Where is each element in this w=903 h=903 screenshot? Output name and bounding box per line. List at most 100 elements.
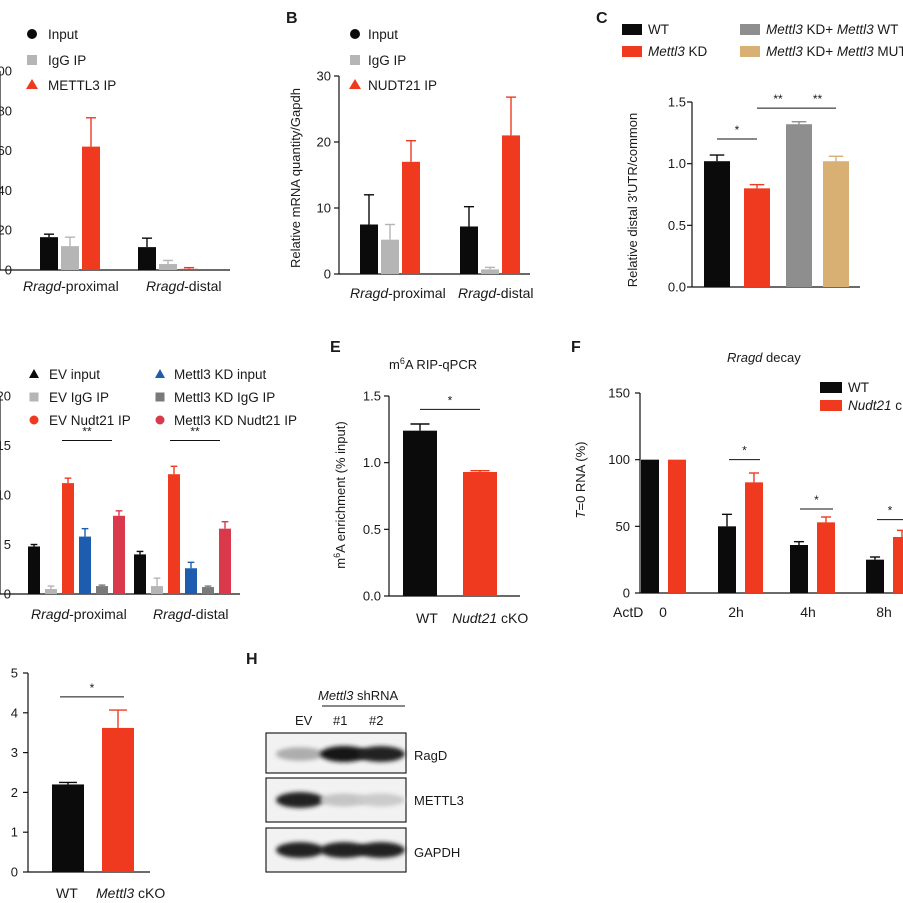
legend-swatch bbox=[740, 46, 760, 57]
panel-g: 0 1 2 3 4 5 * WT Mettl3 cKO bbox=[11, 666, 166, 902]
bar-1 bbox=[102, 727, 134, 872]
y-tick-label: 1.5 bbox=[668, 95, 686, 110]
bar-wt bbox=[866, 559, 884, 593]
legend-swatch bbox=[820, 382, 842, 393]
panel-c-bars: *** ** bbox=[692, 92, 860, 288]
panel-b-bars bbox=[339, 96, 530, 275]
bar-wt bbox=[718, 526, 736, 593]
blot-header: Mettl3 shRNA bbox=[318, 688, 399, 703]
panel-e-y-label: m6A enrichment (% input) bbox=[332, 421, 348, 568]
panel-f-title: Rragd decay bbox=[727, 350, 801, 365]
y-tick-label: 10 bbox=[0, 488, 11, 503]
significance-marker: ** bbox=[813, 92, 823, 106]
blot-band bbox=[320, 842, 368, 858]
bar-input bbox=[40, 237, 58, 270]
panel-a-y-axis: 020406080100 bbox=[0, 64, 12, 278]
legend-label-part: WT bbox=[848, 380, 869, 395]
x-tick-label: 2h bbox=[728, 604, 744, 620]
y-tick-label: 0 bbox=[623, 586, 630, 601]
panel-e-x-tick-0: WT bbox=[416, 610, 438, 626]
significance-marker: * bbox=[735, 123, 740, 137]
y-tick-label: 100 bbox=[0, 64, 12, 79]
panel-e-letter: E bbox=[330, 339, 341, 356]
x-tick-label: 4h bbox=[800, 604, 816, 620]
y-tick-label: 20 bbox=[0, 223, 12, 238]
bar-wt bbox=[641, 459, 659, 593]
panel-f-y-axis: 0 50 100 150 bbox=[608, 386, 641, 601]
y-tick-label: 40 bbox=[0, 183, 12, 198]
panel-b-letter: B bbox=[286, 10, 298, 27]
bar-ev-input bbox=[28, 546, 40, 594]
panel-h-letter: H bbox=[246, 651, 258, 668]
legend-label-part: WT bbox=[648, 22, 669, 37]
bar-ev-input bbox=[134, 554, 146, 594]
y-tick-label: 20 bbox=[317, 135, 331, 150]
panel-f-bars: 0 2h 4h 8h * * * bbox=[640, 444, 903, 620]
legend-label: Nudt21 c bbox=[848, 398, 902, 413]
bar-mettl3-ip bbox=[82, 146, 100, 270]
y-tick-label: 1.0 bbox=[363, 455, 381, 470]
significance-marker: * bbox=[448, 393, 453, 407]
bar-group-2 bbox=[786, 124, 812, 287]
bar-igg-ip bbox=[381, 239, 399, 274]
panel-g-x-tick-0: WT bbox=[56, 885, 78, 901]
blot-bands bbox=[265, 732, 407, 873]
bar-nudt21-ip bbox=[502, 135, 520, 274]
legend-label-part: KD bbox=[685, 44, 708, 59]
blot-band bbox=[276, 747, 324, 761]
panel-f-y-label: T=0 RNA (%) bbox=[573, 442, 588, 519]
legend-marker-input bbox=[350, 29, 360, 39]
blot-band bbox=[320, 793, 368, 807]
y-tick-label: 5 bbox=[11, 666, 18, 681]
legend-label-input: Input bbox=[368, 27, 398, 42]
bar-nudt21-cko bbox=[668, 459, 686, 593]
blot-band bbox=[357, 746, 405, 762]
y-tick-label: 50 bbox=[616, 519, 630, 534]
legend-marker-circle bbox=[155, 415, 165, 425]
bar-0 bbox=[403, 430, 437, 596]
y-tick-label: 1 bbox=[11, 825, 18, 840]
legend-marker-triangle bbox=[155, 369, 165, 378]
panel-a-legend: Input IgG IP METTL3 IP bbox=[26, 27, 116, 93]
y-tick-label: 0 bbox=[11, 865, 18, 880]
legend-label-part: Mettl3 bbox=[766, 22, 803, 37]
legend-marker-circle bbox=[29, 415, 39, 425]
legend-swatch bbox=[622, 46, 642, 57]
legend-swatch bbox=[820, 400, 842, 411]
legend-marker-triangle bbox=[29, 369, 39, 378]
panel-f-legend: WT Nudt21 c bbox=[820, 380, 902, 413]
legend-marker-igg bbox=[27, 55, 37, 65]
bar-igg-ip bbox=[159, 264, 177, 270]
legend-marker-square bbox=[155, 392, 165, 402]
legend-label: EV IgG IP bbox=[49, 390, 109, 405]
bar-ev-nudt21-ip bbox=[62, 483, 74, 594]
y-tick-label: 150 bbox=[608, 386, 630, 401]
legend-marker-igg bbox=[350, 55, 360, 65]
y-tick-label: 10 bbox=[317, 201, 331, 216]
blot-band bbox=[320, 746, 368, 762]
y-tick-label: 1.5 bbox=[363, 389, 381, 404]
legend-marker-nudt21 bbox=[349, 79, 361, 89]
y-tick-label: 3 bbox=[11, 745, 18, 760]
panel-f: F Rragd decay WT Nudt21 c T=0 RNA (%) 0 50… bbox=[571, 339, 903, 620]
panel-a: Input IgG IP METTL3 IP 020406080100 Rrag… bbox=[0, 27, 230, 294]
legend-label-part: Mettl3 bbox=[766, 44, 803, 59]
panel-c-y-axis: 0.0 0.5 1.0 1.5 bbox=[668, 95, 693, 295]
bar-0 bbox=[52, 784, 84, 872]
panel-h: H Mettl3 shRNA EV #1 #2 RagD METTL3 GAPD… bbox=[246, 651, 464, 873]
bar-mettl3-kd-input bbox=[79, 536, 91, 594]
significance-marker: * bbox=[90, 681, 95, 695]
panel-a-bars bbox=[0, 117, 230, 271]
bar-group-3 bbox=[823, 161, 849, 287]
panel-b-y-axis: 0 10 20 30 bbox=[317, 69, 340, 282]
legend-marker-input bbox=[27, 29, 37, 39]
legend-label-igg: IgG IP bbox=[368, 53, 406, 68]
legend-label: EV input bbox=[49, 367, 100, 382]
panel-d: EV input EV IgG IP EV Nudt21 IP Mettl3 KD i… bbox=[0, 367, 297, 622]
legend-label-part: c bbox=[892, 398, 903, 413]
panel-g-bars: * bbox=[28, 681, 150, 873]
panel-b-legend: Input IgG IP NUDT21 IP bbox=[349, 27, 437, 93]
blot-band bbox=[357, 793, 405, 807]
bar-ev-igg-ip bbox=[45, 589, 57, 594]
